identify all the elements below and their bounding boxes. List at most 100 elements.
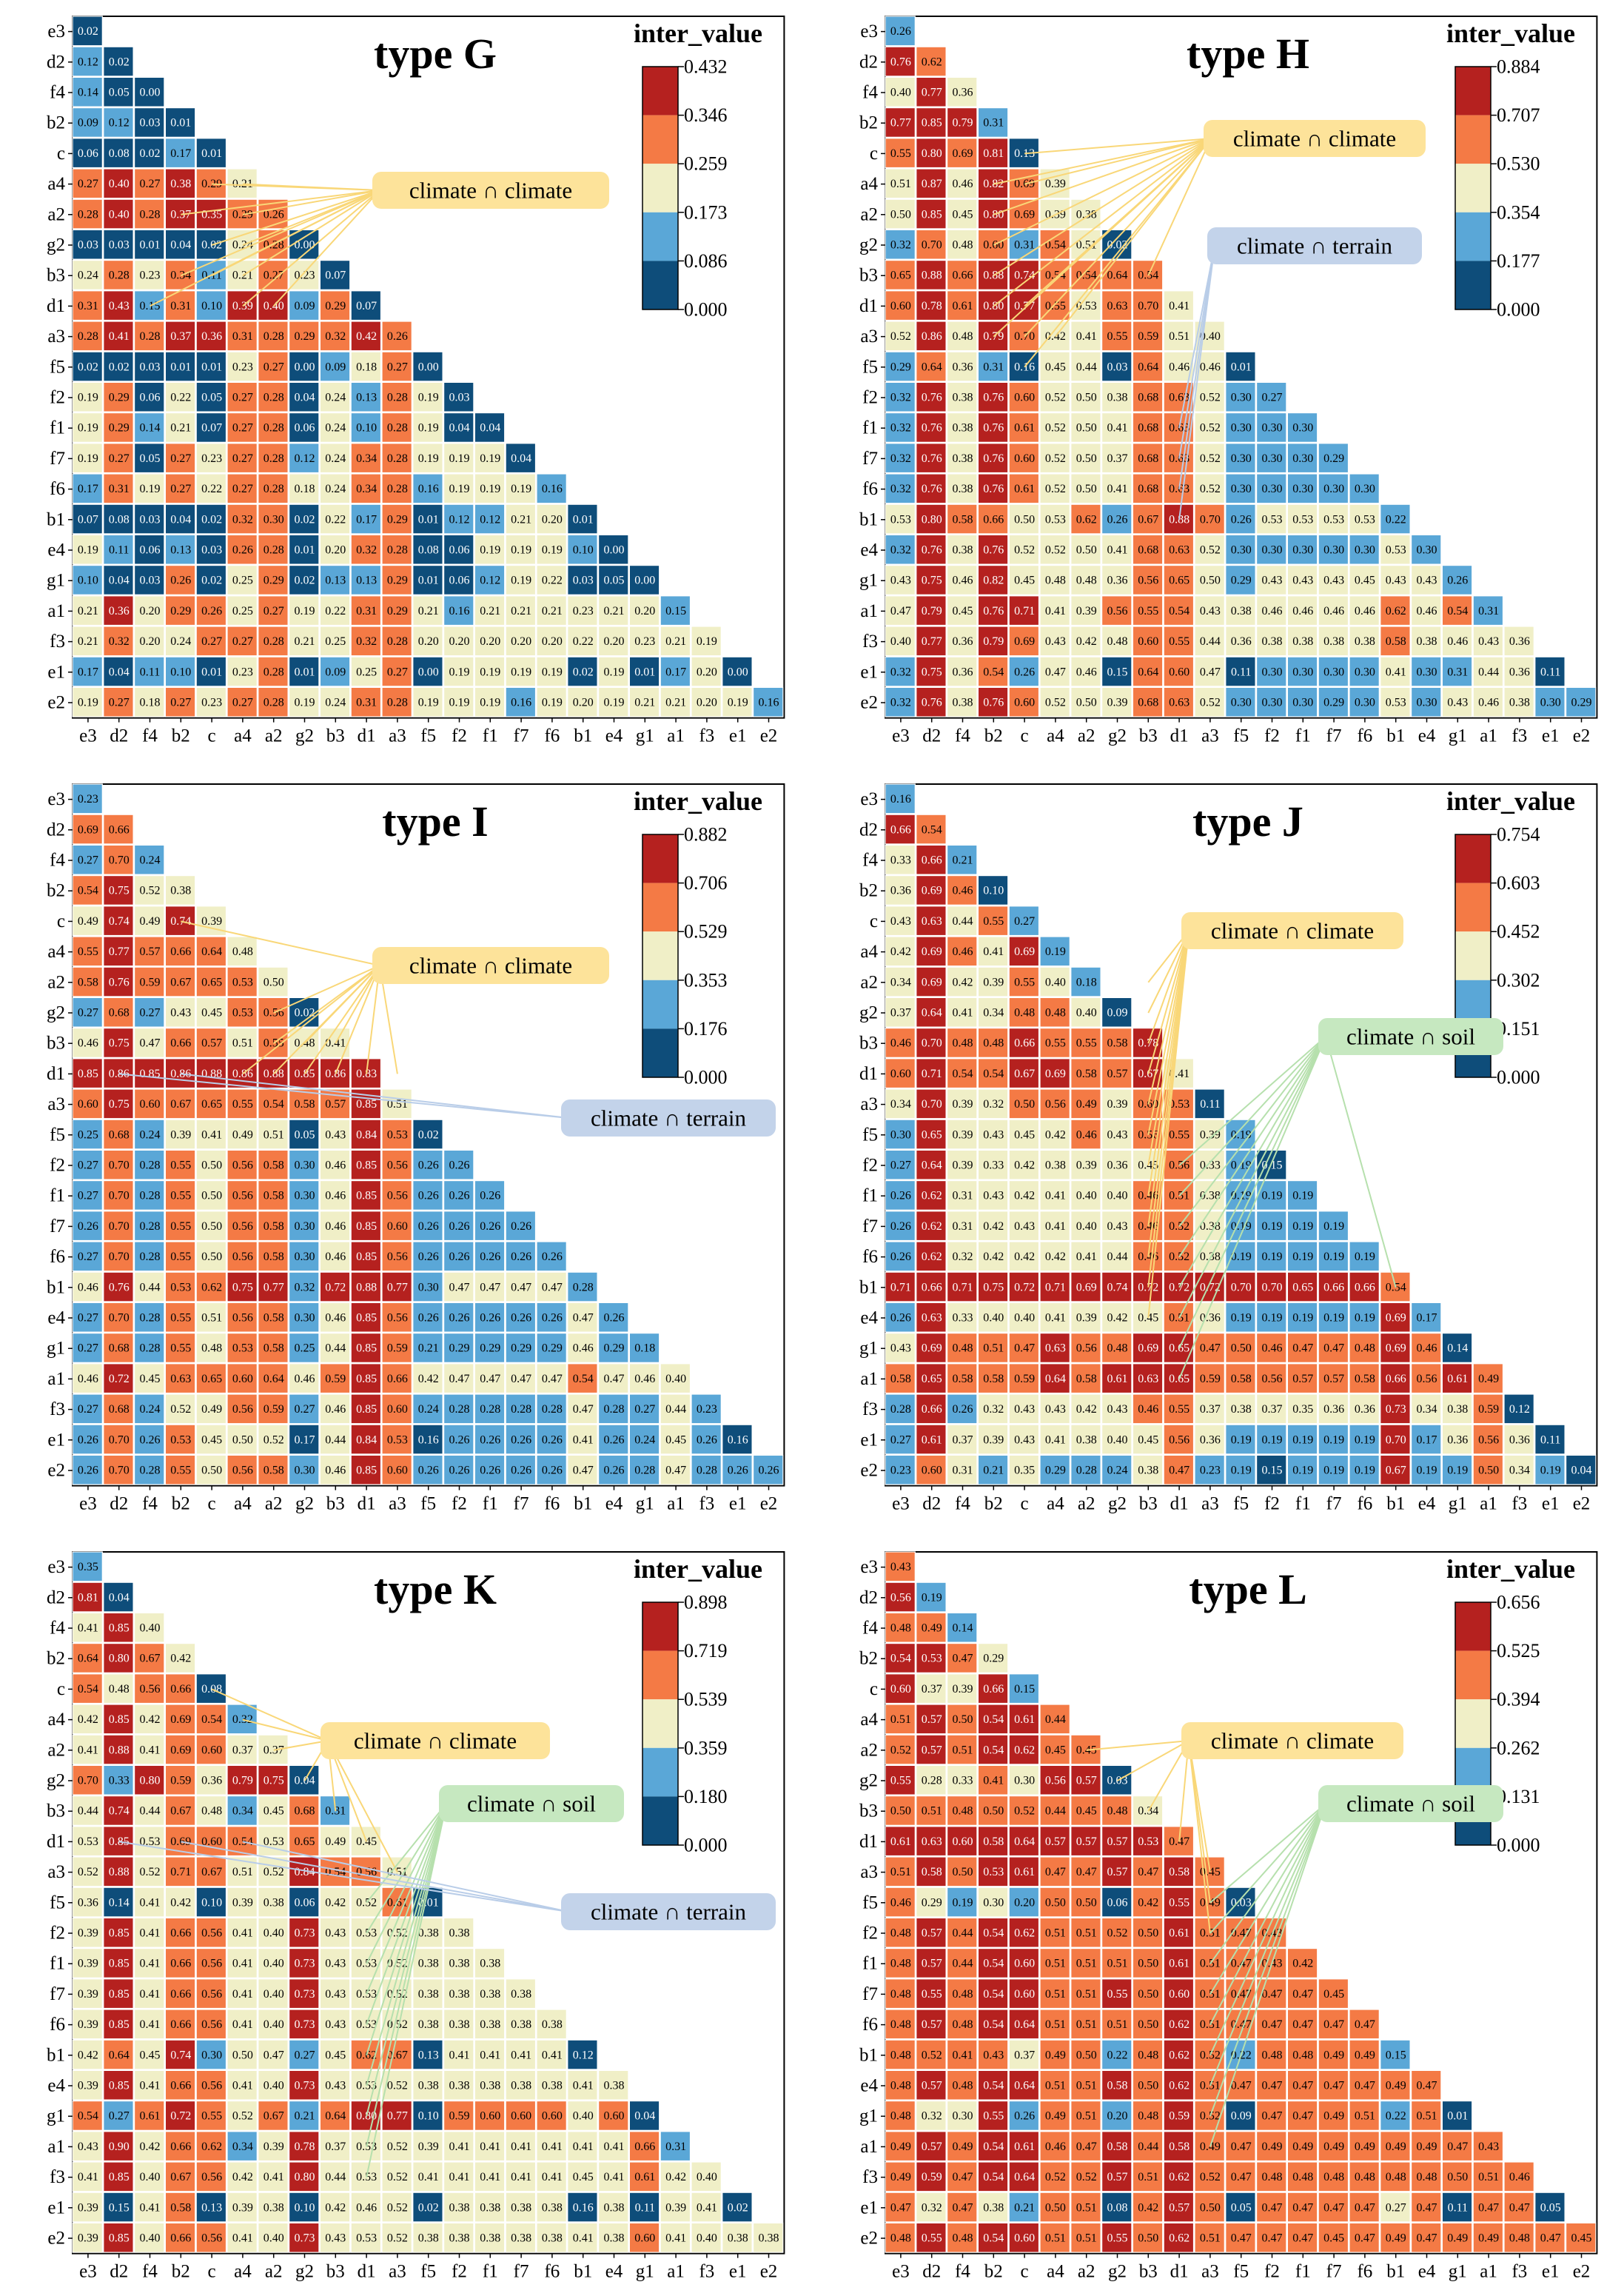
cell-value-label: 0.76 xyxy=(109,1281,130,1293)
cell-value-label: 0.42 xyxy=(140,2141,161,2153)
cell-value-label: 0.49 xyxy=(1045,2110,1066,2123)
cell-value-label: 0.19 xyxy=(1447,1465,1468,1477)
cell-value-label: 0.29 xyxy=(542,1342,563,1355)
cell-value-label: 0.19 xyxy=(78,422,98,435)
heatmap-cell xyxy=(227,198,258,230)
cell-value-label: 0.28 xyxy=(922,1775,942,1787)
heatmap-cell xyxy=(227,412,258,443)
cell-value-label: 0.26 xyxy=(542,1251,563,1263)
cell-value-label: 0.26 xyxy=(449,1312,470,1325)
heatmap-cell xyxy=(1566,686,1597,717)
cell-value-label: 0.26 xyxy=(78,1433,98,1446)
cell-value-label: 0.19 xyxy=(480,544,500,557)
cell-value-label: 0.27 xyxy=(140,1007,161,1020)
cell-value-label: 0.38 xyxy=(759,2232,779,2245)
y-tick-label: f6 xyxy=(862,479,878,499)
cell-value-label: 0.41 xyxy=(449,2171,470,2183)
cell-value-label: 0.55 xyxy=(1107,1988,1128,2001)
y-tick-label: f5 xyxy=(50,1125,65,1145)
cell-value-label: 0.66 xyxy=(170,1958,191,1970)
cell-value-label: 0.42 xyxy=(1138,2201,1158,2214)
heatmap-cell xyxy=(977,686,1009,717)
heatmap-cell xyxy=(1132,381,1164,412)
heatmap-cell xyxy=(1132,443,1164,474)
heatmap-cell xyxy=(164,626,196,657)
cell-value-label: 0.01 xyxy=(634,666,655,678)
x-tick-label: g1 xyxy=(636,1494,654,1514)
heatmap-cell xyxy=(1070,321,1101,352)
heatmap-cell xyxy=(289,321,320,352)
cell-value-label: 0.55 xyxy=(1014,976,1035,988)
heatmap-cell xyxy=(1286,686,1318,717)
cell-value-label: 0.27 xyxy=(78,1403,98,1416)
cell-value-label: 0.42 xyxy=(325,1896,346,1909)
heatmap-cell xyxy=(1070,686,1101,717)
cell-value-label: 0.40 xyxy=(1107,1190,1128,1202)
heatmap-cell xyxy=(1070,381,1101,412)
cell-value-label: 0.46 xyxy=(953,178,973,190)
heatmap-cell xyxy=(258,595,289,626)
cell-value-label: 0.61 xyxy=(1169,1927,1190,1940)
heatmap-cell xyxy=(72,534,103,565)
cell-value-label: 0.76 xyxy=(922,697,942,709)
cell-value-label: 0.43 xyxy=(109,300,130,312)
x-tick-label: a3 xyxy=(1201,2262,1219,2282)
heatmap-panel: 0.260.76 0.620.40 0.77 0.360.77 0.85 0.79 0.31… xyxy=(859,16,1598,746)
cell-value-label: 0.40 xyxy=(1076,1220,1097,1233)
cell-value-label: 0.02 xyxy=(573,666,594,678)
heatmap-cell xyxy=(350,443,382,474)
heatmap-cell xyxy=(195,381,227,412)
heatmap-cell xyxy=(916,595,947,626)
cell-value-label: 0.14 xyxy=(1447,1342,1468,1355)
y-tick-label: b1 xyxy=(859,2045,878,2065)
heatmap-cell xyxy=(597,534,629,565)
cell-value-label: 0.43 xyxy=(1014,1220,1035,1233)
heatmap-cell xyxy=(1349,503,1380,535)
heatmap-cell xyxy=(916,290,947,321)
cell-value-label: 0.46 xyxy=(1200,361,1221,373)
heatmap-cell xyxy=(412,564,443,595)
cell-value-label: 0.90 xyxy=(109,2141,130,2153)
cell-value-label: 0.06 xyxy=(295,422,315,435)
cell-value-label: 0.49 xyxy=(325,1835,346,1848)
cell-value-label: 0.44 xyxy=(325,1433,346,1446)
cell-value-label: 0.52 xyxy=(140,885,161,897)
cell-value-label: 0.23 xyxy=(201,697,222,709)
heatmap-cell xyxy=(1194,686,1225,717)
heatmap-cell xyxy=(752,686,784,717)
cell-value-label: 0.51 xyxy=(1045,1958,1066,1970)
cell-value-label: 0.29 xyxy=(295,330,315,343)
cell-value-label: 0.39 xyxy=(1045,178,1066,190)
cell-value-label: 0.87 xyxy=(922,178,942,190)
x-tick-label: f4 xyxy=(955,2262,970,2282)
cell-value-label: 0.53 xyxy=(1169,1098,1190,1111)
cell-value-label: 0.85 xyxy=(356,1312,377,1325)
cell-value-label: 0.14 xyxy=(953,1622,973,1635)
cell-value-label: 0.32 xyxy=(922,2110,942,2123)
legend-tick-label: 0.302 xyxy=(1497,969,1540,991)
heatmap-cell xyxy=(1008,656,1040,687)
cell-value-label: 0.16 xyxy=(890,793,911,806)
cell-value-label: 0.85 xyxy=(922,117,942,130)
cell-value-label: 0.67 xyxy=(387,2049,408,2061)
cell-value-label: 0.53 xyxy=(1138,1835,1158,1848)
cell-value-label: 0.46 xyxy=(634,1373,655,1385)
cell-value-label: 0.41 xyxy=(449,2049,470,2061)
cell-value-label: 0.50 xyxy=(232,2049,253,2061)
cell-value-label: 0.52 xyxy=(1200,544,1221,557)
legend-swatch xyxy=(1455,834,1491,883)
cell-value-label: 0.54 xyxy=(983,1958,1004,1970)
cell-value-label: 0.38 xyxy=(953,392,973,404)
legend-tick-label: 0.086 xyxy=(684,250,728,272)
y-tick-label: e1 xyxy=(47,1430,65,1450)
heatmap-cell xyxy=(1194,381,1225,412)
cell-value-label: 0.38 xyxy=(449,1927,470,1940)
heatmap-cell xyxy=(195,656,227,687)
cell-value-label: 0.47 xyxy=(1262,2232,1283,2245)
heatmap-cell xyxy=(1255,503,1287,535)
x-tick-label: b3 xyxy=(1139,1494,1158,1514)
cell-value-label: 0.53 xyxy=(890,513,911,526)
cell-value-label: 0.43 xyxy=(890,1342,911,1355)
cell-value-label: 0.03 xyxy=(201,544,222,557)
cell-value-label: 0.28 xyxy=(264,392,284,404)
